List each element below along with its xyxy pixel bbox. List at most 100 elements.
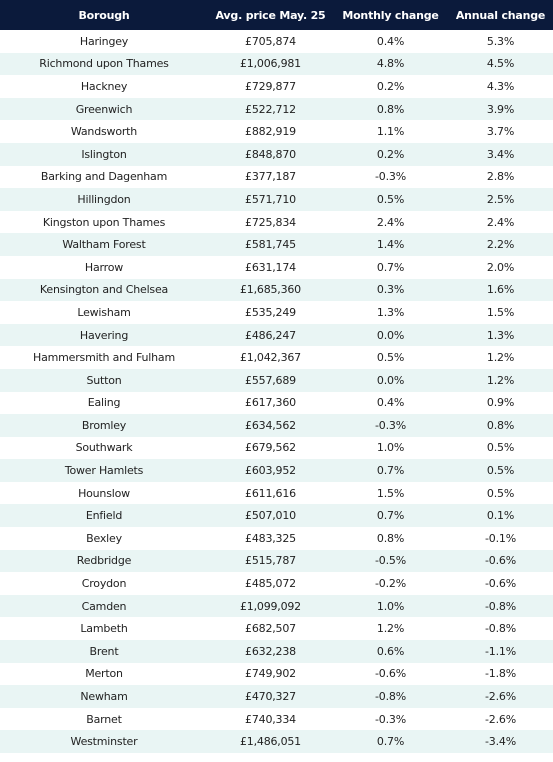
avg-price-cell: £522,712	[245, 102, 296, 116]
annual-change-cell: -1.1%	[485, 644, 516, 658]
borough-cell: Hackney	[80, 79, 128, 93]
monthly-change-cell: 1.0%	[376, 441, 405, 455]
avg-price-cell: £682,507	[245, 622, 296, 636]
annual-change-cell: 1.5%	[486, 305, 515, 319]
annual-change-cell: 1.2%	[486, 373, 515, 387]
monthly-change-cell: 0.8%	[376, 531, 405, 545]
monthly-change-cell: 0.2%	[376, 147, 405, 161]
avg-price-cell: £581,745	[245, 238, 296, 252]
monthly-change-cell: 0.2%	[376, 79, 405, 93]
borough-cell: Wandsworth	[70, 125, 138, 139]
borough-cell: Hounslow	[78, 486, 130, 500]
annual-change-cell: -0.1%	[485, 531, 516, 545]
annual-change-cell: 2.0%	[486, 260, 515, 274]
annual-change-cell: 0.5%	[486, 441, 515, 455]
table-row: Westminster £1,486,051 0.7% -3.4%	[0, 730, 553, 753]
monthly-change-cell: 1.5%	[376, 486, 405, 500]
table-row: Bexley £483,325 0.8% -0.1%	[0, 527, 553, 550]
monthly-change-cell: 1.2%	[376, 622, 405, 636]
avg-price-cell: £571,710	[245, 192, 296, 206]
borough-cell: Lambeth	[80, 622, 128, 636]
table-row: Hammersmith and Fulham £1,042,367 0.5% 1.2%	[0, 346, 553, 369]
borough-cell: Enfield	[85, 509, 123, 523]
avg-price-cell: £631,174	[245, 260, 296, 274]
avg-price-cell: £507,010	[245, 509, 296, 523]
avg-price-cell: £470,327	[245, 690, 296, 704]
avg-price-cell: £1,486,051	[240, 735, 301, 749]
monthly-change-cell: 0.5%	[376, 351, 405, 365]
monthly-change-cell: 1.0%	[376, 599, 405, 613]
annual-change-cell: 5.3%	[486, 34, 515, 48]
borough-cell: Havering	[79, 328, 129, 342]
borough-cell: Brent	[89, 644, 119, 658]
monthly-change-cell: 4.8%	[376, 57, 405, 71]
avg-price-cell: £557,689	[245, 373, 296, 387]
table-row: Redbridge £515,787 -0.5% -0.6%	[0, 549, 553, 573]
monthly-change-cell: -0.3%	[375, 712, 406, 726]
avg-price-cell: £535,249	[245, 305, 296, 319]
borough-cell: Sutton	[86, 373, 122, 387]
table-row: Bromley £634,562 -0.3% 0.8%	[0, 414, 553, 437]
monthly-change-cell: 0.5%	[376, 192, 405, 206]
annual-change-cell: 3.7%	[486, 125, 515, 139]
table-row: Kingston upon Thames £725,834 2.4% 2.4%	[0, 210, 553, 234]
avg-price-cell: £679,562	[245, 441, 296, 455]
borough-cell: Newham	[80, 690, 128, 704]
avg-price-cell: £749,902	[245, 667, 296, 681]
table-row: Hounslow £611,616 1.5% 0.5%	[0, 481, 553, 505]
annual-change-cell: 3.4%	[486, 147, 515, 161]
monthly-change-cell: -0.3%	[375, 170, 406, 184]
annual-change-cell: -3.4%	[485, 735, 516, 749]
table-row: Havering £486,247 0.0% 1.3%	[0, 323, 553, 347]
borough-cell: Westminster	[70, 735, 138, 749]
borough-cell: Barnet	[86, 712, 122, 726]
table-row: Harrow £631,174 0.7% 2.0%	[0, 255, 553, 279]
annual-change-cell: -2.6%	[485, 690, 516, 704]
borough-cell: Harrow	[84, 260, 124, 274]
borough-cell: Lewisham	[77, 305, 131, 319]
monthly-change-cell: 0.7%	[376, 735, 405, 749]
table-row: Haringey £705,874 0.4% 5.3%	[0, 30, 553, 53]
table-row: Kensington and Chelsea £1,685,360 0.3% 1.6%	[0, 278, 553, 302]
avg-price-cell: £377,187	[245, 170, 296, 184]
monthly-change-cell: 1.4%	[376, 238, 405, 252]
table-row: Hillingdon £571,710 0.5% 2.5%	[0, 188, 553, 211]
annual-change-cell: 2.8%	[486, 170, 515, 184]
avg-price-cell: £617,360	[245, 396, 296, 410]
avg-price-cell: £725,834	[245, 215, 296, 229]
borough-cell: Kingston upon Thames	[42, 215, 166, 229]
table-row: Hackney £729,877 0.2% 4.3%	[0, 75, 553, 98]
borough-cell: Kensington and Chelsea	[39, 283, 169, 297]
monthly-change-cell: -0.8%	[375, 690, 406, 704]
avg-price-cell: £848,870	[245, 147, 296, 161]
avg-price-cell: £485,072	[245, 577, 296, 591]
avg-price-cell: £603,952	[245, 464, 296, 478]
monthly-change-cell: -0.2%	[375, 577, 406, 591]
avg-price-cell: £740,334	[245, 712, 296, 726]
borough-cell: Waltham Forest	[62, 238, 146, 252]
annual-change-cell: 2.2%	[486, 238, 515, 252]
annual-change-cell: 1.2%	[486, 351, 515, 365]
monthly-change-cell: 0.4%	[376, 34, 405, 48]
table-row: Merton £749,902 -0.6% -1.8%	[0, 662, 553, 686]
table-row: Ealing £617,360 0.4% 0.9%	[0, 391, 553, 415]
column-header-borough: Borough	[78, 8, 130, 22]
monthly-change-cell: 2.4%	[376, 215, 405, 229]
monthly-change-cell: -0.3%	[375, 418, 406, 432]
annual-change-cell: 0.1%	[486, 509, 515, 523]
borough-cell: Barking and Dagenham	[40, 170, 168, 184]
table-row: Tower Hamlets £603,952 0.7% 0.5%	[0, 459, 553, 482]
table-row: Southwark £679,562 1.0% 0.5%	[0, 436, 553, 460]
column-header-monthly-change: Monthly change	[342, 8, 439, 22]
borough-cell: Tower Hamlets	[64, 464, 144, 478]
monthly-change-cell: 0.3%	[376, 283, 405, 297]
avg-price-cell: £483,325	[245, 531, 296, 545]
avg-price-cell: £1,685,360	[240, 283, 301, 297]
monthly-change-cell: 0.4%	[376, 396, 405, 410]
avg-price-cell: £632,238	[245, 644, 296, 658]
column-header-annual-change: Annual change	[455, 8, 546, 22]
monthly-change-cell: 0.7%	[376, 260, 405, 274]
avg-price-cell: £611,616	[245, 486, 296, 500]
table-row: Newham £470,327 -0.8% -2.6%	[0, 685, 553, 708]
